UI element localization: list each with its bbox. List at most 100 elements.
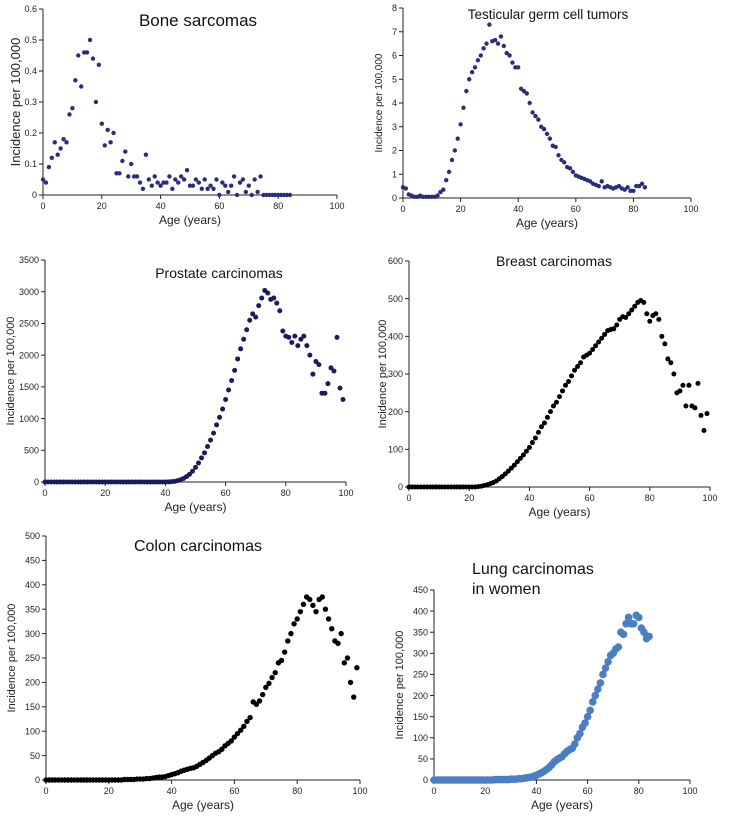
x-tick-label: 100 bbox=[329, 201, 344, 211]
data-point bbox=[252, 177, 257, 182]
data-point bbox=[250, 311, 256, 317]
data-point bbox=[588, 698, 597, 706]
y-axis-label: Incidence per 100,000 bbox=[8, 38, 23, 167]
data-point bbox=[285, 638, 291, 644]
data-point bbox=[544, 131, 550, 137]
data-point bbox=[547, 409, 553, 415]
data-point bbox=[301, 333, 307, 339]
data-point bbox=[461, 105, 466, 110]
data-point bbox=[313, 608, 319, 615]
y-tick-label: 50 bbox=[418, 754, 428, 764]
x-axis-label: Age (years) bbox=[516, 216, 578, 230]
data-point bbox=[240, 177, 246, 182]
data-point bbox=[176, 180, 181, 185]
data-point bbox=[629, 619, 638, 628]
data-point bbox=[331, 368, 337, 374]
y-tick-label: 150 bbox=[25, 702, 40, 712]
chart-breast: 0 20 40 60 80 100 0 100 200 300 400 500 600 Age (year… bbox=[377, 253, 718, 519]
data-point bbox=[196, 180, 202, 185]
data-point bbox=[217, 192, 222, 198]
data-point bbox=[271, 295, 277, 301]
data-point bbox=[665, 356, 671, 362]
data-point bbox=[286, 334, 292, 340]
data-point bbox=[244, 327, 250, 333]
chart-title: Lung carcinomas bbox=[472, 561, 594, 578]
y-tick-label: 0 bbox=[423, 775, 428, 785]
data-point bbox=[214, 422, 220, 428]
data-point bbox=[272, 669, 278, 676]
data-point bbox=[659, 333, 665, 339]
data-point bbox=[255, 189, 260, 195]
data-point bbox=[310, 602, 316, 608]
x-tick-label: 60 bbox=[221, 488, 231, 498]
x-tick-label: 60 bbox=[583, 786, 593, 796]
x-tick-label: 80 bbox=[281, 488, 291, 498]
x-tick-label: 40 bbox=[513, 204, 523, 214]
data-point bbox=[256, 303, 262, 309]
data-point bbox=[639, 181, 645, 186]
data-point bbox=[287, 192, 293, 198]
data-point bbox=[341, 660, 347, 666]
data-point bbox=[435, 193, 440, 198]
data-point bbox=[335, 640, 341, 647]
data-point bbox=[313, 358, 319, 364]
data-point bbox=[583, 712, 592, 721]
x-tick-label: 40 bbox=[524, 493, 534, 503]
data-point bbox=[337, 385, 343, 391]
data-point bbox=[137, 180, 143, 185]
data-point bbox=[263, 684, 269, 690]
data-point bbox=[40, 177, 46, 182]
data-point bbox=[298, 336, 304, 342]
data-point bbox=[556, 153, 561, 158]
y-tick-label: 350 bbox=[413, 627, 428, 637]
data-point bbox=[626, 311, 632, 317]
data-point bbox=[269, 674, 275, 681]
y-tick-label: 0 bbox=[398, 482, 403, 492]
chart-prostate: 0 20 40 60 80 1000500100015002000250030003500… bbox=[5, 255, 354, 514]
data-point bbox=[527, 100, 532, 106]
data-point bbox=[347, 679, 354, 686]
x-tick-label: 60 bbox=[585, 493, 595, 503]
x-tick-label: 20 bbox=[464, 493, 474, 503]
data-point bbox=[186, 471, 192, 477]
data-point bbox=[189, 468, 195, 474]
chart-title: Colon carcinomas bbox=[134, 538, 262, 555]
x-tick-label: 100 bbox=[352, 786, 367, 796]
y-tick-label: 0 bbox=[34, 477, 39, 487]
data-point bbox=[541, 420, 547, 426]
data-point bbox=[590, 347, 596, 353]
x-tick-label: 0 bbox=[400, 204, 405, 214]
x-tick-label: 20 bbox=[104, 786, 114, 796]
data-point bbox=[211, 186, 216, 191]
data-point bbox=[208, 183, 213, 188]
data-point bbox=[253, 314, 259, 320]
data-point bbox=[64, 140, 69, 145]
x-tick-label: 80 bbox=[292, 786, 302, 796]
y-tick-label: 100 bbox=[388, 445, 403, 455]
data-point bbox=[234, 730, 241, 737]
data-point bbox=[300, 601, 307, 608]
data-point bbox=[76, 53, 81, 58]
data-point bbox=[99, 121, 105, 126]
data-point bbox=[624, 613, 633, 622]
data-point bbox=[686, 382, 692, 388]
y-tick-label: 100 bbox=[25, 726, 40, 736]
chart-colon: 0 20 40 60 80 100 0 50 100 150 200 250 300 350 400 450 5… bbox=[6, 531, 368, 812]
data-point bbox=[243, 189, 249, 195]
data-point bbox=[566, 379, 572, 385]
data-point bbox=[529, 440, 535, 446]
data-point bbox=[576, 729, 584, 738]
x-tick-label: 100 bbox=[338, 488, 353, 498]
data-point bbox=[223, 183, 228, 188]
data-point bbox=[292, 333, 298, 339]
x-tick-label: 40 bbox=[531, 786, 541, 796]
data-point bbox=[237, 180, 243, 185]
data-point bbox=[614, 643, 623, 651]
data-point bbox=[73, 78, 78, 83]
data-point bbox=[226, 189, 231, 195]
data-point bbox=[495, 41, 501, 46]
y-tick-label: 200 bbox=[388, 407, 403, 417]
data-point bbox=[575, 363, 581, 369]
data-point bbox=[532, 435, 538, 441]
